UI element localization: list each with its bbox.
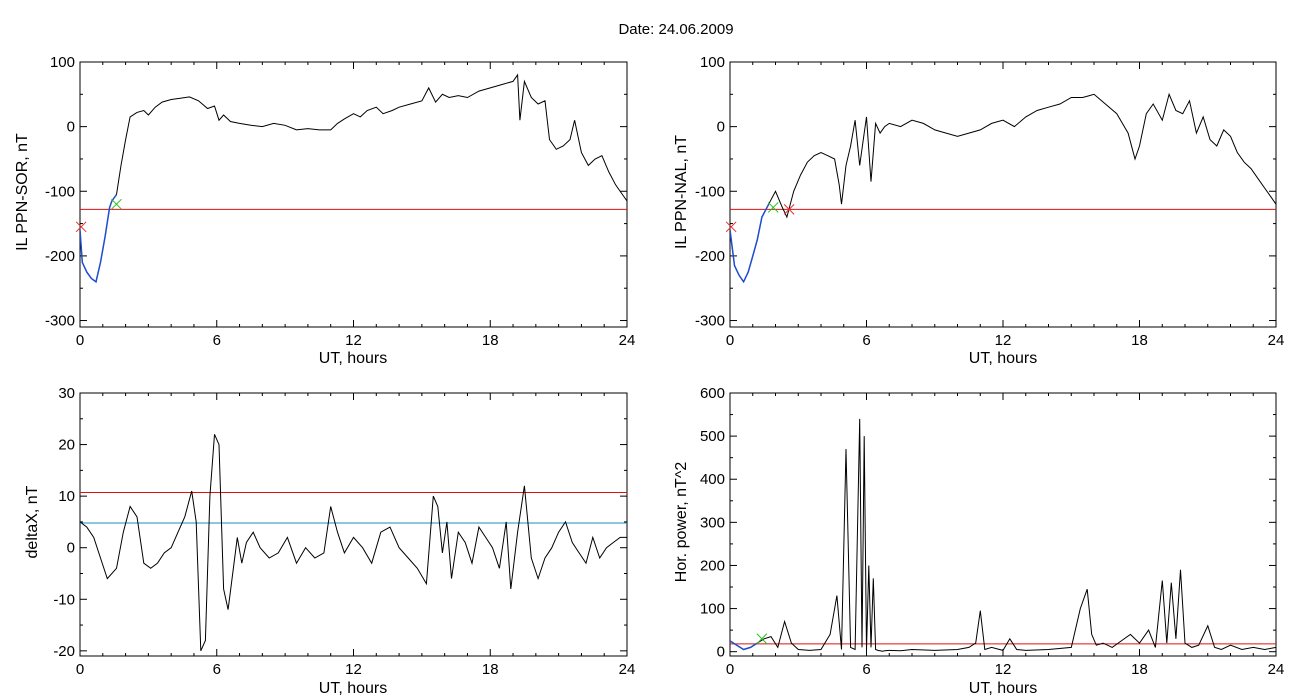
y-tick-label: 400 [700,471,725,488]
y-tick-label: -300 [695,313,725,330]
x-tick-label: 6 [862,661,870,678]
x-tick-label: 0 [726,332,734,349]
series-line [730,92,1276,283]
y-tick-label: 0 [717,119,725,136]
x-tick-label: 6 [862,332,870,349]
y-tick-label: 100 [700,601,725,618]
y-tick-label: -100 [695,183,725,200]
x-tick-label: 6 [213,332,221,349]
event-marker [75,221,87,233]
x-tick-label: 18 [1131,661,1148,678]
event-marker [111,198,122,210]
xlabel-il-ppn-nal: UT, hours [969,350,1037,367]
figure-title: Date: 24.06.2009 [618,21,733,38]
x-tick-label: 18 [482,661,499,678]
y-tick-label: 300 [700,514,725,531]
y-tick-label: 0 [67,540,75,557]
x-tick-label: 24 [619,661,636,678]
x-tick-label: 12 [345,332,362,349]
ylabel-hor-power: Hor. power, nT^2 [673,462,690,583]
event-marker [756,633,768,645]
panel-hor-power: UT, hours Hor. power, nT^2 0 6 12 18 24 600 50… [673,385,1284,697]
event-marker [725,221,737,233]
y-tick-label: 0 [717,644,725,661]
series-line [80,434,627,652]
xlabel-hor-power: UT, hours [969,680,1037,697]
panel-il-ppn-sor: UT, hours IL PPN-SOR, nT 0 6 12 18 24 100 0 -10… [14,54,635,367]
event-marker [783,204,795,215]
x-tick-label: 18 [482,332,499,349]
y-tick-label: 200 [700,557,725,574]
plot-frame [729,61,1277,328]
x-tick-label: 0 [726,661,734,678]
y-tick-label: 500 [700,428,725,445]
x-tick-label: 18 [1131,332,1148,349]
x-tick-label: 24 [619,332,636,349]
y-tick-label: 10 [58,488,75,505]
y-tick-label: -100 [45,183,75,200]
x-tick-label: 0 [76,332,84,349]
series-line [730,418,1276,652]
x-tick-label: 12 [345,661,362,678]
x-tick-label: 24 [1268,332,1285,349]
y-tick-label: -20 [53,643,75,660]
y-tick-label: 600 [700,385,725,402]
event-marker [767,202,779,213]
y-tick-label: -200 [45,248,75,265]
y-tick-label: -200 [695,248,725,265]
x-tick-label: 24 [1268,661,1285,678]
y-tick-label: 100 [50,54,75,71]
xlabel-il-ppn-sor: UT, hours [319,350,387,367]
y-tick-label: 0 [67,119,75,136]
plot-frame [729,392,1277,657]
early-segment-line [80,194,118,284]
ylabel-deltax: deltaX, nT [24,485,41,558]
ylabel-il-ppn-sor: IL PPN-SOR, nT [14,133,31,251]
plot-frame [79,392,628,657]
y-tick-label: 100 [700,54,725,71]
y-tick-label: -300 [45,313,75,330]
x-tick-label: 12 [995,661,1012,678]
x-tick-label: 6 [213,661,221,678]
early-segment-line [730,640,758,651]
y-tick-label: -10 [53,591,75,608]
x-tick-label: 12 [995,332,1012,349]
panel-deltax: UT, hours deltaX, nT 0 6 12 18 24 30 20 10 0 -10 -… [24,385,635,697]
early-segment-line [730,203,770,284]
series-line [80,73,627,283]
panel-il-ppn-nal: UT, hours IL PPN-NAL, nT 0 6 12 18 24 100 0 -10… [673,54,1284,367]
ylabel-il-ppn-nal: IL PPN-NAL, nT [673,135,690,249]
y-tick-label: 30 [58,385,75,402]
x-tick-label: 0 [76,661,84,678]
y-tick-label: 20 [58,437,75,454]
xlabel-deltax: UT, hours [319,680,387,697]
